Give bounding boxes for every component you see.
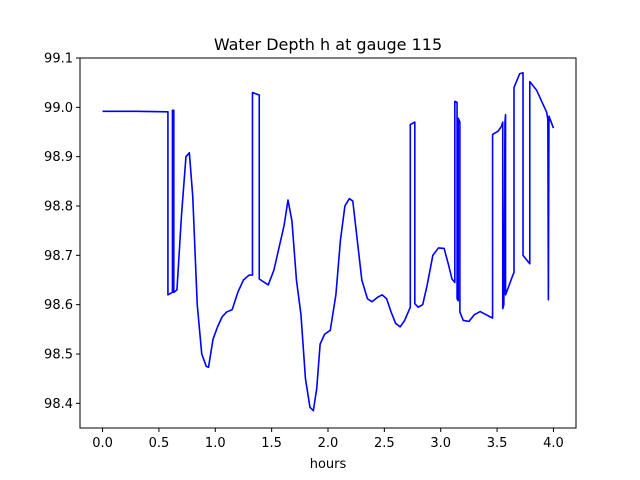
x-axis: 0.0 0.5 1.0 1.5 2.0 2.5 3.0 3.5 4.0 bbox=[92, 428, 564, 451]
y-tick-label: 98.9 bbox=[44, 150, 73, 165]
y-tick-label: 98.5 bbox=[44, 348, 73, 363]
y-tick-label: 98.8 bbox=[44, 200, 73, 215]
x-tick-label: 0.0 bbox=[92, 436, 113, 451]
y-tick-label: 98.6 bbox=[44, 298, 73, 313]
y-tick-label: 99.0 bbox=[44, 101, 73, 116]
series-line-1 bbox=[102, 72, 555, 412]
plot-area bbox=[102, 72, 555, 412]
y-tick-label: 98.4 bbox=[44, 397, 73, 412]
x-tick-label: 2.0 bbox=[318, 436, 339, 451]
plot-frame bbox=[79, 57, 577, 429]
x-tick-label: 0.5 bbox=[149, 436, 170, 451]
x-tick-label: 1.5 bbox=[261, 436, 282, 451]
y-axis: 98.4 98.5 98.6 98.7 98.8 98.9 99.0 99.1 bbox=[44, 52, 80, 412]
x-tick-label: 2.5 bbox=[374, 436, 395, 451]
chart-title: Water Depth h at gauge 115 bbox=[214, 35, 442, 54]
y-tick-label: 98.7 bbox=[44, 249, 73, 264]
x-axis-label: hours bbox=[310, 457, 347, 472]
x-tick-label: 4.0 bbox=[543, 436, 564, 451]
x-tick-label: 3.0 bbox=[430, 436, 451, 451]
x-tick-label: 1.0 bbox=[205, 436, 226, 451]
y-tick-label: 99.1 bbox=[44, 52, 73, 67]
x-tick-label: 3.5 bbox=[487, 436, 508, 451]
